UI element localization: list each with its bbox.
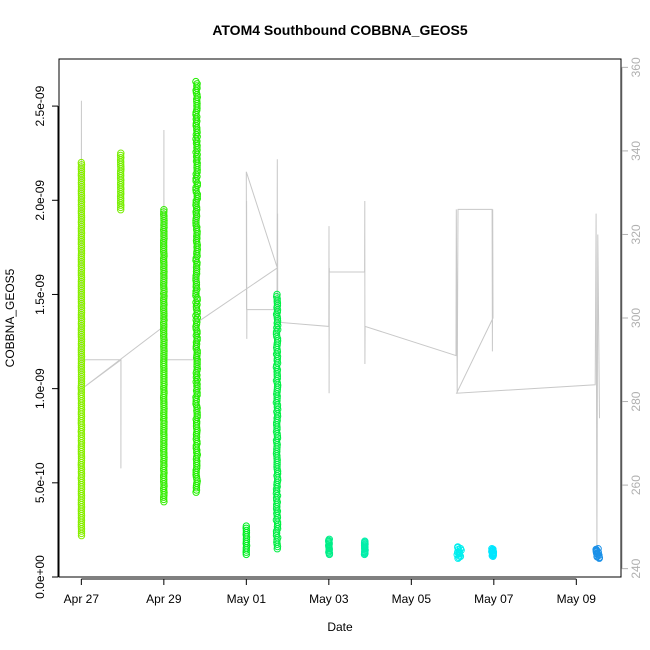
y-tick-label: 2.0e-09 [33, 180, 47, 221]
plot-frame [58, 58, 622, 578]
scatter-point [242, 546, 251, 554]
scatter-cluster [160, 206, 168, 506]
scatter-point [242, 548, 250, 556]
y-tick-label: 2.5e-09 [33, 85, 47, 126]
scatter-point [160, 498, 168, 506]
scatter-cluster [325, 535, 334, 559]
y-tick-label: 1.0e-09 [33, 368, 47, 409]
scatter-point [117, 201, 125, 209]
y2-tick-label: 340 [629, 141, 643, 161]
scatter-cluster [360, 537, 369, 559]
x-tick-label: May 07 [474, 592, 514, 606]
scatter-point [273, 545, 281, 553]
scatter-point [489, 552, 497, 560]
scatter-series [77, 77, 603, 562]
y2-tick-label: 240 [629, 558, 643, 578]
y-tick-label: 5.0e-10 [33, 462, 47, 503]
scatter-point [593, 550, 601, 558]
scatter-point [77, 531, 86, 540]
y-axis-label: COBBNA_GEOS5 [3, 268, 17, 367]
scatter-point [325, 550, 334, 559]
scatter-cluster [192, 77, 202, 496]
scatter-cluster [592, 545, 603, 562]
x-tick-label: May 01 [227, 592, 267, 606]
x-axis-label: Date [327, 620, 353, 634]
y2-axis: 240 260 280 300 320 340 360 [621, 57, 643, 579]
y-tick-label: 0.0e+00 [33, 555, 47, 599]
scatter-point [192, 289, 200, 298]
y2-tick-label: 360 [629, 57, 643, 77]
scatter-cluster [242, 522, 251, 559]
scatter-point [117, 206, 125, 214]
scatter-point [77, 529, 86, 538]
x-tick-label: Apr 29 [146, 592, 182, 606]
scatter-point [360, 550, 369, 559]
scatter-point [454, 554, 462, 562]
y2-tick-label: 320 [629, 224, 643, 244]
y-axis: 0.0e+00 5.0e-10 1.0e-09 1.5e-09 2.0e-09 2.5e-… [33, 85, 59, 599]
scatter-point [455, 553, 463, 561]
x-tick-label: May 09 [557, 592, 597, 606]
x-tick-label: Apr 27 [64, 592, 100, 606]
scatter-point [117, 203, 125, 212]
y2-tick-label: 260 [629, 475, 643, 495]
line-series [80, 100, 600, 557]
y-tick-label: 1.5e-09 [33, 274, 47, 315]
scatter-point [192, 488, 200, 496]
scatter-point [456, 552, 465, 561]
x-tick-label: May 03 [309, 592, 349, 606]
y2-tick-label: 280 [629, 391, 643, 411]
scatter-point [192, 484, 201, 492]
x-axis: Apr 27 Apr 29 May 01 May 03 May 05 May 07 May … [64, 578, 597, 606]
scatter-cluster [453, 543, 465, 562]
scatter-point [488, 552, 496, 560]
scatter-point [77, 527, 86, 535]
x-tick-label: May 05 [392, 592, 432, 606]
line-series-path [80, 100, 600, 557]
scatter-cluster [272, 290, 282, 553]
scatter-point [160, 493, 168, 501]
scatter-cluster [488, 545, 498, 560]
scatter-point [273, 542, 282, 551]
y2-tick-label: 300 [629, 308, 643, 328]
scatter-point [595, 554, 603, 562]
chart-title: ATOM4 Southbound COBBNA_GEOS5 [212, 22, 468, 38]
scatter-point [242, 550, 251, 559]
scatter-cluster [116, 149, 125, 214]
scatter-point [160, 495, 168, 504]
scatter-cluster [77, 158, 86, 540]
